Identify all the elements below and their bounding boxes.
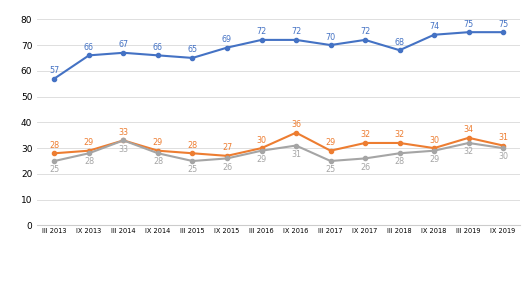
Text: 65: 65 <box>187 45 198 54</box>
Text: 66: 66 <box>153 43 163 52</box>
Text: 68: 68 <box>395 38 405 47</box>
Text: 29: 29 <box>84 138 94 147</box>
Text: 72: 72 <box>291 27 301 36</box>
Text: 75: 75 <box>498 20 508 29</box>
Text: 25: 25 <box>49 165 59 174</box>
Text: 29: 29 <box>153 138 163 147</box>
Text: 28: 28 <box>153 158 163 166</box>
Text: 70: 70 <box>326 32 336 42</box>
Text: 28: 28 <box>84 158 94 166</box>
Text: 32: 32 <box>360 130 370 139</box>
Text: 32: 32 <box>464 147 474 156</box>
Text: 74: 74 <box>429 22 439 31</box>
Text: 26: 26 <box>222 162 232 172</box>
Text: 72: 72 <box>360 27 370 36</box>
Text: 26: 26 <box>360 162 370 172</box>
Text: 28: 28 <box>187 141 198 150</box>
Text: 29: 29 <box>326 138 336 147</box>
Text: 69: 69 <box>222 35 232 44</box>
Text: 72: 72 <box>256 27 267 36</box>
Text: 75: 75 <box>464 20 474 29</box>
Text: 30: 30 <box>429 136 439 144</box>
Text: 36: 36 <box>291 120 301 129</box>
Text: 31: 31 <box>291 150 301 159</box>
Text: 31: 31 <box>498 133 508 142</box>
Text: 33: 33 <box>118 144 129 153</box>
Text: 57: 57 <box>49 66 59 75</box>
Text: 25: 25 <box>326 165 336 174</box>
Text: 29: 29 <box>429 155 439 164</box>
Text: 30: 30 <box>498 152 508 161</box>
Text: 67: 67 <box>118 40 129 49</box>
Text: 33: 33 <box>118 128 129 137</box>
Text: 28: 28 <box>395 158 405 166</box>
Text: 28: 28 <box>49 141 59 150</box>
Text: 29: 29 <box>256 155 267 164</box>
Text: 66: 66 <box>84 43 94 52</box>
Text: 34: 34 <box>464 125 474 134</box>
Text: 25: 25 <box>187 165 198 174</box>
Text: 27: 27 <box>222 143 232 152</box>
Text: 30: 30 <box>256 136 267 144</box>
Text: 32: 32 <box>395 130 405 139</box>
